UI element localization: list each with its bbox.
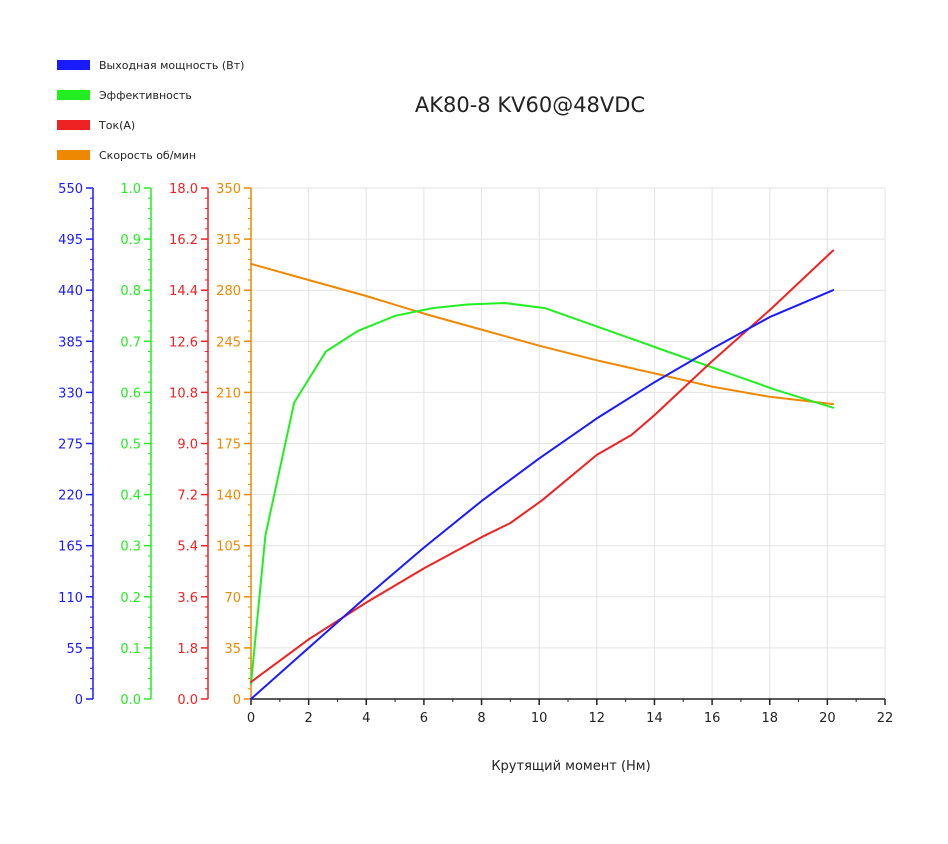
y-tick-label: 14.4 — [169, 284, 198, 299]
x-tick-label: 14 — [646, 711, 663, 726]
y-tick-label: 0.5 — [120, 438, 141, 453]
y-tick-label: 245 — [216, 335, 241, 350]
series-line-efficiency — [250, 302, 835, 685]
y-tick-label: 350 — [216, 182, 241, 197]
y-tick-label: 0.9 — [120, 233, 141, 248]
y-tick-label: 5.4 — [177, 540, 198, 555]
y-tick-label: 175 — [216, 438, 241, 453]
legend-swatch — [57, 120, 90, 130]
y-tick-label: 70 — [224, 591, 241, 606]
x-tick-label: 20 — [819, 711, 836, 726]
x-tick-label: 18 — [761, 711, 778, 726]
y-tick-label: 0.0 — [177, 693, 198, 708]
legend-label: Скорость об/мин — [99, 149, 196, 162]
x-tick-label: 10 — [531, 711, 548, 726]
y-tick-label: 140 — [216, 489, 241, 504]
x-tick-label: 12 — [589, 711, 606, 726]
y-tick-label: 495 — [58, 233, 83, 248]
x-tick-label: 6 — [420, 711, 428, 726]
y-tick-label: 550 — [58, 182, 83, 197]
x-tick-label: 22 — [877, 711, 894, 726]
y-tick-label: 3.6 — [177, 591, 198, 606]
x-tick-label: 16 — [704, 711, 721, 726]
x-axis: 0 2 4 6 8 10 12 14 16 18 20 22 — [247, 698, 894, 726]
y-axis-efficiency: 0.0 0.1 0.2 0.3 0.4 0.5 0.6 0.7 0.8 0.9 1.0 — [120, 182, 152, 708]
y-axis-current: 0.0 1.8 3.6 5.4 7.2 9.0 10.8 12.6 14.4 16.2 18.0 — [169, 182, 209, 708]
y-tick-label: 220 — [58, 489, 83, 504]
y-tick-label: 280 — [216, 284, 241, 299]
legend-label: Эффективность — [99, 89, 192, 102]
y-tick-label: 315 — [216, 233, 241, 248]
y-tick-label: 1.0 — [120, 182, 141, 197]
y-tick-label: 1.8 — [177, 642, 198, 657]
y-tick-label: 440 — [58, 284, 83, 299]
y-tick-label: 7.2 — [177, 489, 198, 504]
series-lines — [250, 249, 835, 700]
legend: Выходная мощность (Вт) Эффективность Ток(А… — [57, 59, 244, 162]
y-tick-label: 0.4 — [120, 489, 141, 504]
series-line-current — [250, 249, 835, 683]
y-tick-label: 35 — [224, 642, 241, 657]
legend-swatch — [57, 150, 90, 160]
x-tick-label: 8 — [477, 711, 485, 726]
y-tick-label: 330 — [58, 386, 83, 401]
y-tick-label: 385 — [58, 335, 83, 350]
y-tick-label: 105 — [216, 540, 241, 555]
series-line-speed — [250, 262, 835, 406]
x-tick-label: 2 — [304, 711, 312, 726]
y-tick-label: 18.0 — [169, 182, 198, 197]
x-axis-label: Крутящий момент (Нм) — [491, 759, 650, 774]
y-tick-label: 165 — [58, 540, 83, 555]
legend-swatch — [57, 90, 90, 100]
y-tick-label: 0.7 — [120, 335, 141, 350]
y-tick-label: 16.2 — [169, 233, 198, 248]
legend-label: Выходная мощность (Вт) — [99, 59, 244, 72]
y-tick-label: 0.8 — [120, 284, 141, 299]
y-tick-label: 12.6 — [169, 335, 198, 350]
y-tick-label: 110 — [58, 591, 83, 606]
y-tick-label: 0.6 — [120, 386, 141, 401]
y-tick-label: 275 — [58, 438, 83, 453]
y-axes: 0551101652202753303854404955500.00.10.20… — [58, 182, 252, 708]
y-axis-speed: 0 35 70 105 140 175 210 245 280 315 350 — [216, 182, 252, 708]
y-tick-label: 0 — [233, 693, 241, 708]
y-tick-label: 9.0 — [177, 438, 198, 453]
legend-swatch — [57, 60, 90, 70]
series-line-power — [250, 289, 835, 700]
x-tick-label: 4 — [362, 711, 370, 726]
y-tick-label: 10.8 — [169, 386, 198, 401]
grid — [251, 187, 886, 699]
chart-title: AK80-8 KV60@48VDC — [415, 93, 645, 117]
y-tick-label: 0 — [75, 693, 83, 708]
y-tick-label: 0.1 — [120, 642, 141, 657]
y-tick-label: 0.0 — [120, 693, 141, 708]
x-tick-label: 0 — [247, 711, 255, 726]
y-axis-power: 0 55 110 165 220 275 330 385 440 495 550 — [58, 182, 94, 708]
y-tick-label: 0.3 — [120, 540, 141, 555]
y-tick-label: 55 — [66, 642, 83, 657]
y-tick-label: 0.2 — [120, 591, 141, 606]
y-tick-label: 210 — [216, 386, 241, 401]
legend-label: Ток(А) — [98, 119, 135, 132]
